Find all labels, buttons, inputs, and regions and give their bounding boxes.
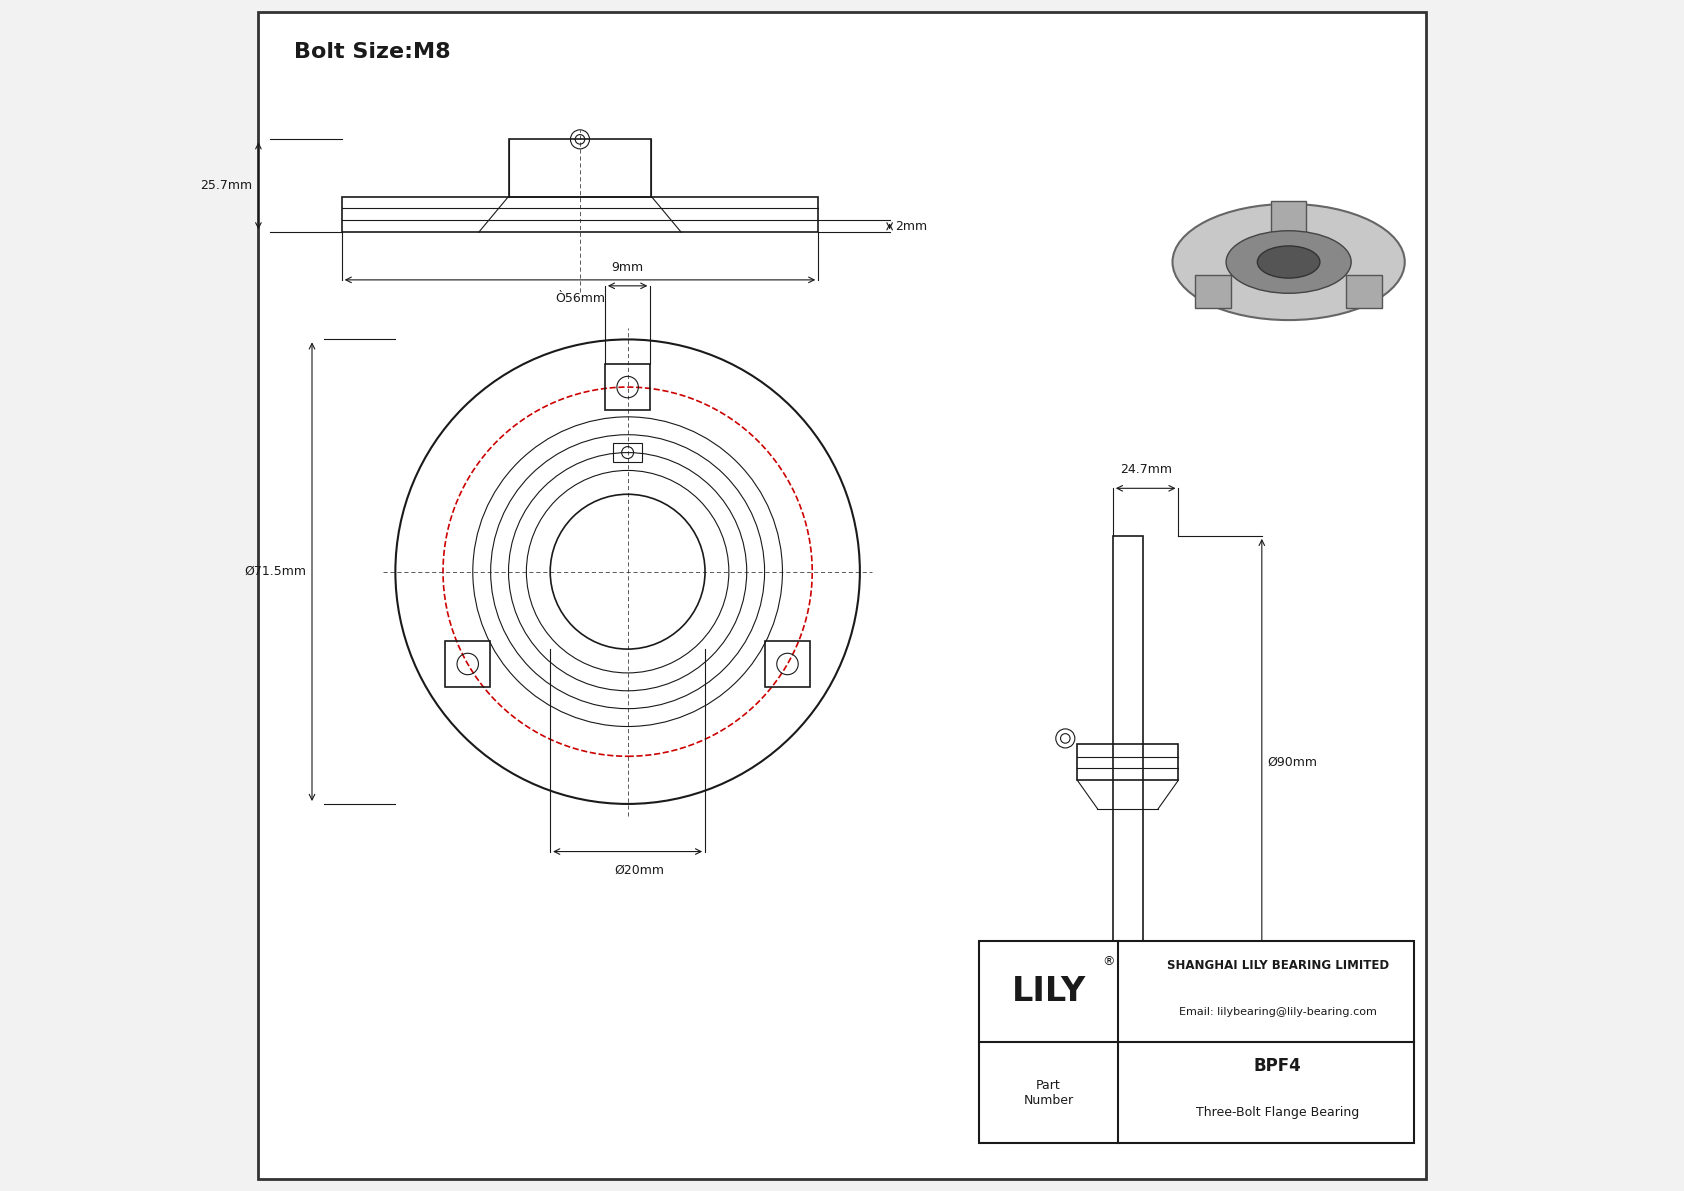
- Bar: [1196, 275, 1231, 308]
- Text: ®: ®: [1101, 955, 1115, 968]
- Text: 25.7mm: 25.7mm: [200, 180, 253, 192]
- Bar: [1113, 536, 1143, 989]
- Bar: [1347, 275, 1383, 308]
- Bar: [613, 443, 642, 462]
- Text: Three-Bolt Flange Bearing: Three-Bolt Flange Bearing: [1196, 1106, 1359, 1120]
- Bar: [342, 197, 818, 232]
- Bar: [445, 641, 490, 686]
- Text: Bolt Size:M8: Bolt Size:M8: [295, 42, 451, 62]
- Text: Ò56mm: Ò56mm: [556, 292, 605, 305]
- Text: 9mm: 9mm: [611, 261, 643, 274]
- Ellipse shape: [1226, 231, 1351, 293]
- Ellipse shape: [1172, 204, 1404, 320]
- Text: Ø20mm: Ø20mm: [615, 863, 665, 877]
- Text: 16mm: 16mm: [1108, 1042, 1148, 1055]
- Bar: [765, 642, 810, 686]
- Bar: [605, 364, 650, 410]
- Text: 2mm: 2mm: [896, 220, 928, 232]
- Text: Email: lilybearing@lily-bearing.com: Email: lilybearing@lily-bearing.com: [1179, 1006, 1378, 1017]
- Bar: [509, 139, 652, 197]
- Bar: [1078, 744, 1179, 780]
- Text: SHANGHAI LILY BEARING LIMITED: SHANGHAI LILY BEARING LIMITED: [1167, 959, 1389, 972]
- Bar: [1271, 201, 1307, 235]
- Ellipse shape: [1258, 247, 1320, 279]
- Text: LILY: LILY: [1012, 975, 1086, 1008]
- Text: BPF4: BPF4: [1255, 1058, 1302, 1075]
- Text: Ø71.5mm: Ø71.5mm: [244, 566, 306, 578]
- Bar: [978, 941, 1413, 1143]
- Text: Ø90mm: Ø90mm: [1268, 756, 1319, 768]
- Text: 24.7mm: 24.7mm: [1120, 463, 1172, 476]
- Text: Part
Number: Part Number: [1024, 1079, 1074, 1106]
